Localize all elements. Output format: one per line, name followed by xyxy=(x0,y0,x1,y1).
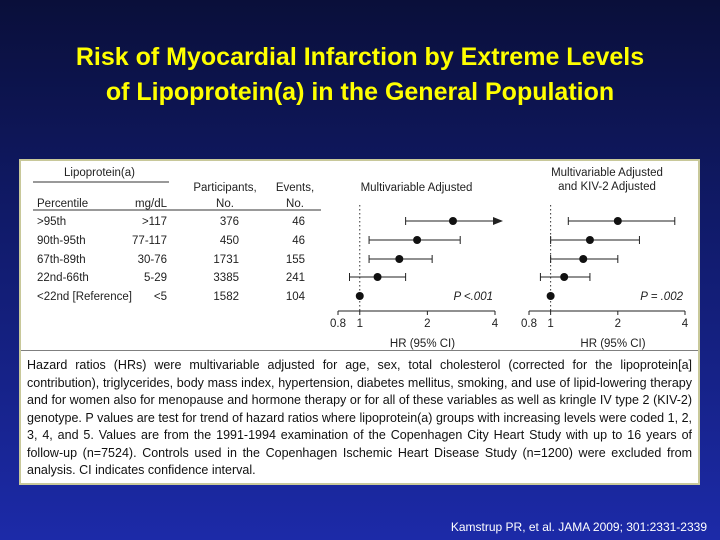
footnote: Hazard ratios (HRs) were multivariable a… xyxy=(27,358,692,477)
row-mgdl: 77-117 xyxy=(132,235,167,247)
hr-point xyxy=(395,255,404,263)
table-rows: >95th >117 376 46 90th-95th 77-117 450 46 67th-8… xyxy=(37,216,306,303)
col-events-header-2: No. xyxy=(286,198,304,210)
forest-plot-multivariable: Multivariable Adjusted 0.8 1 2 4 HR (95% CI) P… xyxy=(330,182,503,350)
col-mgdl-header: mg/dL xyxy=(135,198,168,210)
group-header: Lipoprotein(a) xyxy=(64,167,135,179)
x-tick-label: 2 xyxy=(424,318,430,330)
col-participants-header-1: Participants, xyxy=(193,182,256,194)
col-participants-header-2: No. xyxy=(216,198,234,210)
hr-point xyxy=(613,217,622,225)
plot-title: and KIV-2 Adjusted xyxy=(558,181,656,193)
row-mgdl: >117 xyxy=(142,216,167,228)
hr-point xyxy=(373,273,382,281)
figure-panel: Lipoprotein(a) Percentile mg/dL Particip… xyxy=(19,159,700,485)
hr-point xyxy=(585,236,594,244)
ci-arrow xyxy=(493,217,503,225)
title-line-2: of Lipoprotein(a) in the General Populat… xyxy=(105,78,615,106)
row-participants: 1731 xyxy=(213,254,239,266)
row-events: 46 xyxy=(292,235,305,247)
x-tick-label: 2 xyxy=(615,318,621,330)
hr-point xyxy=(413,236,422,244)
x-tick-label: 4 xyxy=(492,318,499,330)
row-events: 104 xyxy=(286,291,306,303)
row-percentile: <22nd [Reference] xyxy=(37,291,132,303)
row-participants: 3385 xyxy=(213,272,239,284)
col-percentile-header: Percentile xyxy=(37,198,88,210)
x-tick-label: 4 xyxy=(682,318,689,330)
row-percentile: 22nd-66th xyxy=(37,272,89,284)
row-mgdl: 30-76 xyxy=(138,254,167,266)
hr-point xyxy=(579,255,588,263)
row-percentile: >95th xyxy=(37,216,66,228)
row-participants: 1582 xyxy=(213,291,239,303)
row-events: 241 xyxy=(286,272,305,284)
row-events: 46 xyxy=(292,216,305,228)
p-value: P = .002 xyxy=(640,291,683,303)
forest-plot-kiv2: Multivariable Adjusted and KIV-2 Adjusted… xyxy=(521,167,689,350)
p-value: P <.001 xyxy=(453,291,493,303)
title-line-1: Risk of Myocardial Infarction by Extreme… xyxy=(75,43,645,71)
x-axis-label: HR (95% CI) xyxy=(580,338,645,350)
x-tick-label: 1 xyxy=(547,318,553,330)
hr-point xyxy=(448,217,457,225)
x-axis-label: HR (95% CI) xyxy=(390,338,455,350)
row-events: 155 xyxy=(286,254,305,266)
x-tick-label: 1 xyxy=(357,318,363,330)
row-percentile: 90th-95th xyxy=(37,235,86,247)
forest-plot-svg: Lipoprotein(a) Percentile mg/dL Particip… xyxy=(21,167,698,351)
citation: Kamstrup PR, et al. JAMA 2009; 301:2331-… xyxy=(450,520,707,534)
row-participants: 450 xyxy=(220,235,239,247)
hr-point xyxy=(546,292,555,300)
x-tick-label: 0.8 xyxy=(521,318,537,330)
slide-title: Risk of Myocardial Infarction by Extreme… xyxy=(0,40,720,110)
row-mgdl: <5 xyxy=(154,291,167,303)
row-percentile: 67th-89th xyxy=(37,254,86,266)
hr-point xyxy=(560,273,569,281)
x-tick-label: 0.8 xyxy=(330,318,346,330)
row-mgdl: 5-29 xyxy=(144,272,167,284)
col-events-header-1: Events, xyxy=(276,182,314,194)
row-participants: 376 xyxy=(220,216,239,228)
hr-point xyxy=(355,292,364,300)
plot-title: Multivariable Adjusted xyxy=(361,182,473,194)
plot-title: Multivariable Adjusted xyxy=(551,167,663,179)
